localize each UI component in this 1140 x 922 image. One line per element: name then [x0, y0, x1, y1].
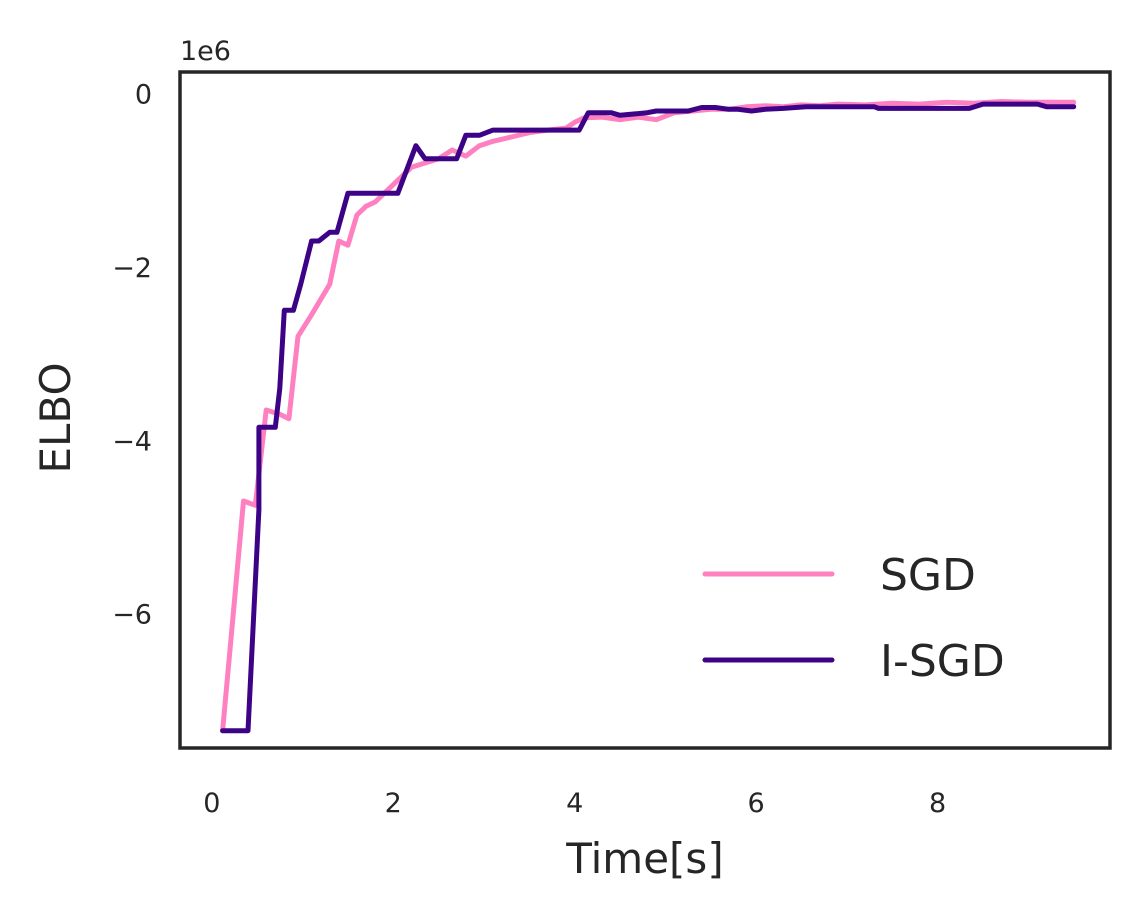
x-tick-label: 8 — [929, 788, 946, 819]
series-line-i-sgd — [220, 101, 1077, 734]
x-tick-label: 4 — [566, 788, 583, 819]
plot-frame — [178, 70, 1112, 750]
x-tick-label: 0 — [203, 788, 220, 819]
y-tick-label: 0 — [135, 80, 152, 111]
y-tick-label: −4 — [112, 426, 152, 457]
x-tick-label: 2 — [385, 788, 402, 819]
y-tick-label: −2 — [112, 253, 152, 284]
y-tick-labels: 0 −2 −4 −6 — [112, 80, 152, 631]
legend: SGD I-SGD — [702, 550, 1005, 687]
x-tick-label: 6 — [748, 788, 765, 819]
x-axis-label: Time[s] — [565, 834, 723, 883]
y-axis-label: ELBO — [31, 362, 80, 473]
x-tick-labels: 0 2 4 6 8 — [203, 788, 946, 819]
series-layer — [220, 99, 1077, 734]
y-offset-label: 1e6 — [180, 36, 231, 67]
y-tick-label: −6 — [112, 600, 152, 631]
legend-label-sgd: SGD — [880, 550, 976, 601]
legend-label-i-sgd: I-SGD — [880, 636, 1005, 687]
